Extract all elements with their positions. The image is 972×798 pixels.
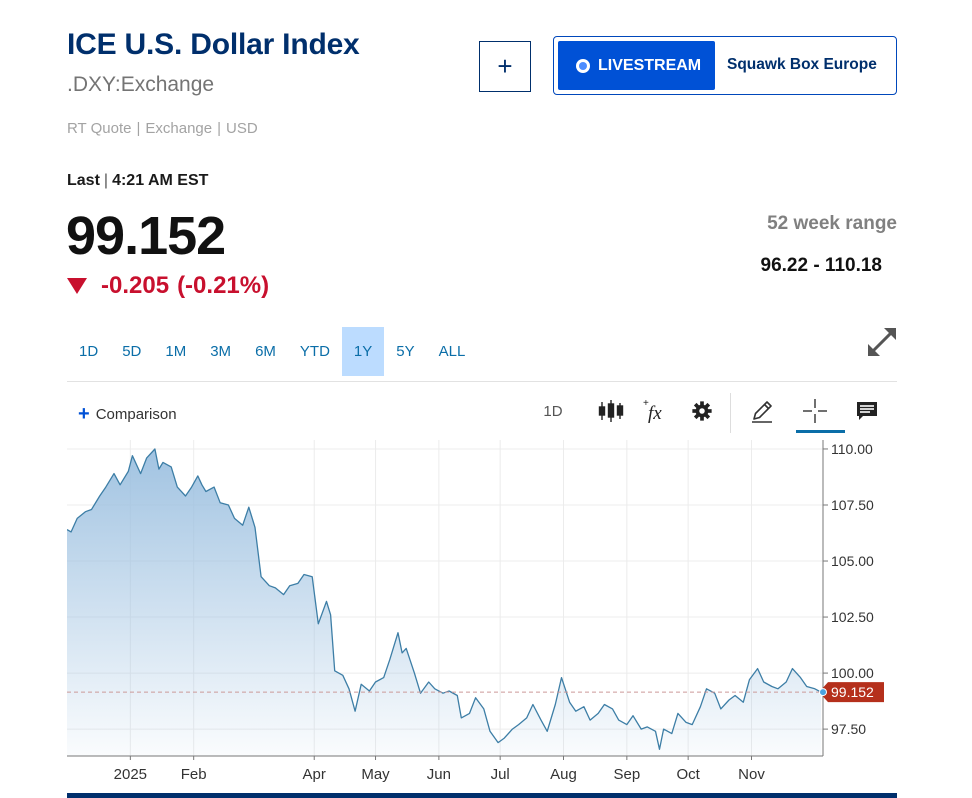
- x-tick-label: Apr: [303, 766, 326, 783]
- price-chart[interactable]: 97.50 100.00 102.50 105.00 107.50 110.00 2025 F…: [67, 440, 897, 795]
- last-trade-line: Last | 4:21 AM EST: [67, 172, 208, 190]
- x-tick-label: Aug: [550, 766, 577, 783]
- tab-6m[interactable]: 6M: [255, 343, 276, 360]
- price-change: -0.205 (-0.21%): [67, 272, 269, 300]
- page-title: ICE U.S. Dollar Index: [67, 28, 360, 61]
- tab-1m[interactable]: 1M: [165, 343, 187, 360]
- pencil-icon[interactable]: [749, 398, 775, 424]
- quote-source: Exchange: [145, 120, 213, 137]
- active-tool-indicator: [796, 430, 845, 433]
- crosshair-icon[interactable]: [802, 398, 828, 424]
- comparison-button[interactable]: + Comparison: [78, 404, 177, 424]
- bottom-rule: [67, 793, 897, 798]
- x-tick-label: Jun: [427, 766, 451, 783]
- y-tick-label: 100.00: [831, 665, 874, 681]
- quote-currency: USD: [226, 120, 258, 137]
- meta-separator: |: [136, 120, 141, 137]
- x-tick-label: 2025: [114, 766, 147, 783]
- y-tick-label: 97.50: [831, 721, 866, 737]
- meta-separator: |: [217, 120, 222, 137]
- svg-text:+: +: [643, 398, 649, 409]
- y-tick-label: 102.50: [831, 609, 874, 625]
- x-tick-label: Nov: [738, 766, 765, 783]
- expand-icon[interactable]: [866, 326, 898, 358]
- change-value: -0.205: [101, 272, 170, 299]
- news-icon[interactable]: [855, 398, 879, 424]
- current-price-label: 99.152: [831, 684, 874, 700]
- x-tick-label: May: [361, 766, 390, 783]
- quote-meta: RT Quote | Exchange | USD: [67, 120, 258, 137]
- current-price-badge: [819, 682, 884, 703]
- fx-icon[interactable]: + fx: [642, 398, 670, 424]
- last-separator: |: [103, 172, 109, 189]
- interval-selector[interactable]: 1D: [543, 402, 563, 420]
- live-dot-icon: [576, 58, 590, 73]
- tab-ytd[interactable]: YTD: [299, 343, 330, 360]
- series-line: [67, 448, 822, 750]
- change-percent: (-0.21%): [177, 272, 270, 299]
- current-price-dot: [819, 688, 827, 697]
- svg-text:fx: fx: [648, 403, 662, 424]
- symbol-label: .DXY:Exchange: [67, 73, 215, 96]
- tab-1y[interactable]: 1Y: [341, 327, 385, 376]
- last-label: Last: [67, 172, 100, 189]
- livestream-label: LIVESTREAM: [598, 56, 702, 74]
- toolbar-separator: [730, 393, 731, 433]
- range-label: 52 week range: [767, 213, 897, 234]
- livestream-button[interactable]: LIVESTREAM: [558, 41, 715, 90]
- quote-type: RT Quote: [67, 120, 132, 137]
- x-tick-label: Feb: [181, 766, 207, 783]
- gear-icon[interactable]: [691, 398, 713, 424]
- toolbar-divider: [67, 381, 897, 382]
- tab-5y[interactable]: 5Y: [396, 343, 415, 360]
- down-triangle-icon: [67, 278, 87, 294]
- x-tick-label: Oct: [676, 766, 700, 783]
- y-tick-label: 107.50: [831, 497, 874, 513]
- x-tick-label: Sep: [613, 766, 640, 783]
- tab-all[interactable]: ALL: [438, 343, 466, 360]
- time-range-tabs: 1D 5D 1M 3M 6M YTD 1Y 5Y ALL: [67, 327, 477, 376]
- last-price: 99.152: [66, 206, 226, 266]
- livestream-show-link[interactable]: Squawk Box Europe: [727, 56, 877, 73]
- tab-5d[interactable]: 5D: [122, 343, 142, 360]
- last-time: 4:21 AM EST: [112, 172, 209, 189]
- livestream-widget: LIVESTREAM Squawk Box Europe: [553, 36, 897, 95]
- range-value: 96.22 - 110.18: [760, 255, 883, 276]
- y-tick-label: 105.00: [831, 553, 874, 569]
- x-tick-label: Jul: [491, 766, 510, 783]
- tab-3m[interactable]: 3M: [210, 343, 232, 360]
- plus-icon: +: [78, 403, 90, 425]
- comparison-label: Comparison: [95, 405, 177, 423]
- series-area: [67, 449, 821, 756]
- y-tick-label: 110.00: [831, 441, 873, 457]
- candlestick-icon[interactable]: [598, 398, 624, 424]
- tab-1d[interactable]: 1D: [79, 343, 99, 360]
- add-to-watchlist-button[interactable]: +: [479, 41, 531, 92]
